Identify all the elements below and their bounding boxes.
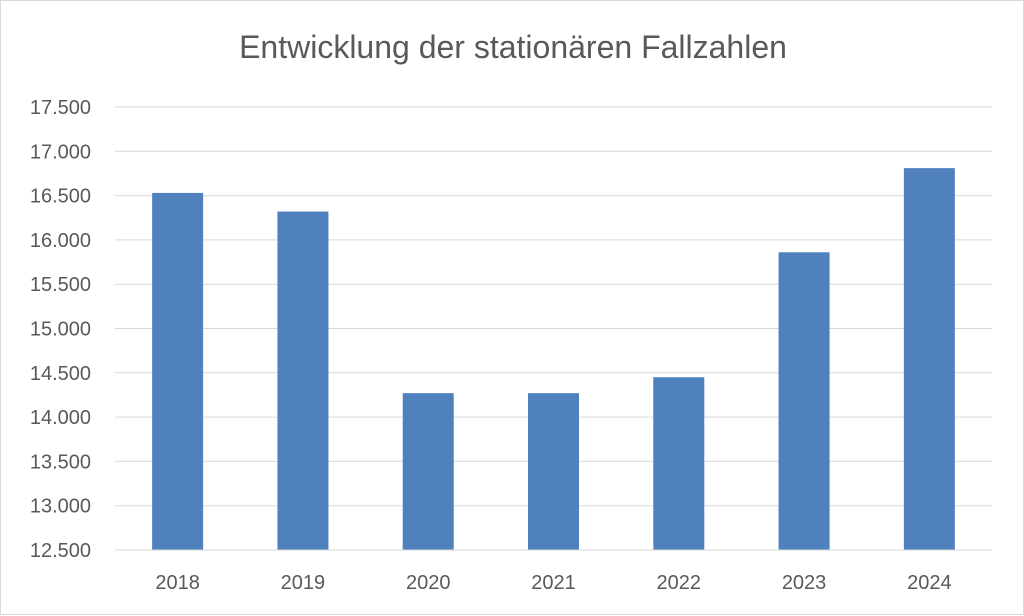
y-tick-label: 13.500 bbox=[30, 451, 91, 473]
bars bbox=[152, 168, 955, 550]
y-tick-label: 17.000 bbox=[30, 141, 91, 163]
x-tick-label: 2023 bbox=[782, 572, 827, 594]
bar-2023 bbox=[778, 252, 830, 550]
y-tick-label: 15.500 bbox=[30, 274, 91, 296]
y-tick-label: 14.500 bbox=[30, 363, 91, 385]
chart-title: Entwicklung der stationären Fallzahlen bbox=[239, 29, 787, 65]
x-tick-label: 2020 bbox=[406, 572, 451, 594]
x-tick-label: 2018 bbox=[155, 572, 200, 594]
y-tick-label: 17.500 bbox=[30, 97, 91, 119]
y-tick-label: 12.500 bbox=[30, 540, 91, 562]
y-tick-label: 16.500 bbox=[30, 186, 91, 208]
x-tick-label: 2021 bbox=[531, 572, 576, 594]
bar-2021 bbox=[528, 393, 579, 550]
y-tick-label: 14.000 bbox=[30, 407, 91, 429]
y-tick-label: 16.000 bbox=[30, 230, 91, 252]
x-tick-label: 2019 bbox=[281, 572, 326, 594]
y-tick-label: 15.000 bbox=[30, 319, 91, 341]
x-tick-label: 2024 bbox=[907, 572, 952, 594]
y-tick-label: 13.000 bbox=[30, 496, 91, 518]
bar-2024 bbox=[903, 168, 955, 550]
x-axis-ticks: 2018 2019 2020 2021 2022 2023 2024 bbox=[155, 572, 951, 594]
bar-2022 bbox=[653, 377, 705, 550]
bar-2019 bbox=[277, 211, 329, 550]
bar-2020 bbox=[402, 393, 454, 550]
y-axis-ticks: 12.500 13.000 13.500 14.000 14.500 15.000 15.5… bbox=[30, 97, 91, 562]
x-tick-label: 2022 bbox=[657, 572, 702, 594]
bar-2018 bbox=[152, 192, 204, 550]
